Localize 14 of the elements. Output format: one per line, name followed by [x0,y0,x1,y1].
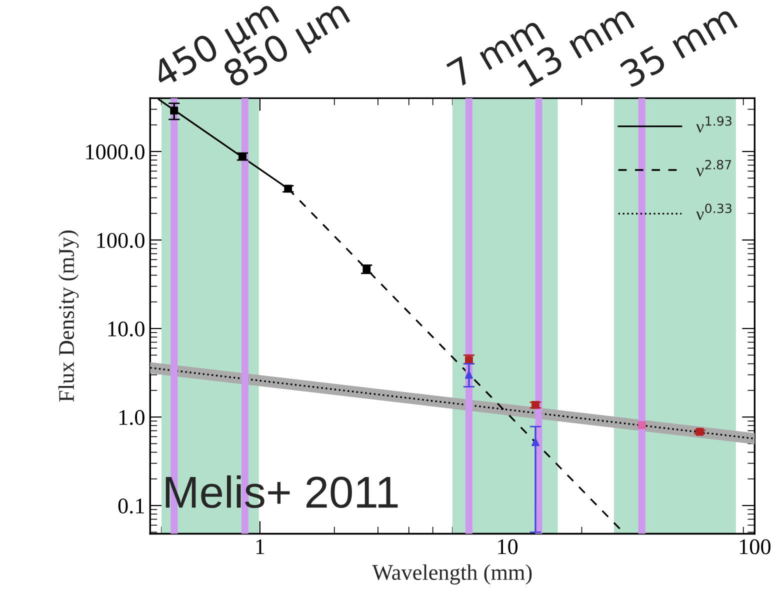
legend-label: ν$^{2.87}$ [696,160,732,176]
y-tick-label: 0.1 [118,498,144,514]
annotation: Melis+ 2011 [166,475,398,508]
x-tick-label: 100 [740,539,770,554]
x-tick-label: 1 [256,539,264,554]
x-tick-label: 10 [498,539,518,554]
y-tick-label: 1.0 [119,410,144,426]
x-axis-title: Wavelength (mm) [372,564,532,585]
legend-label: ν$^{0.33}$ [696,204,732,220]
y-tick-label: 100.0 [97,232,144,248]
y-tick-label: 1000.0 [86,144,144,160]
y-axis-title: Flux Density (mJy) [58,230,79,402]
y-tick-label: 10.0 [108,321,144,337]
legend-label: ν$^{1.93}$ [696,116,732,133]
